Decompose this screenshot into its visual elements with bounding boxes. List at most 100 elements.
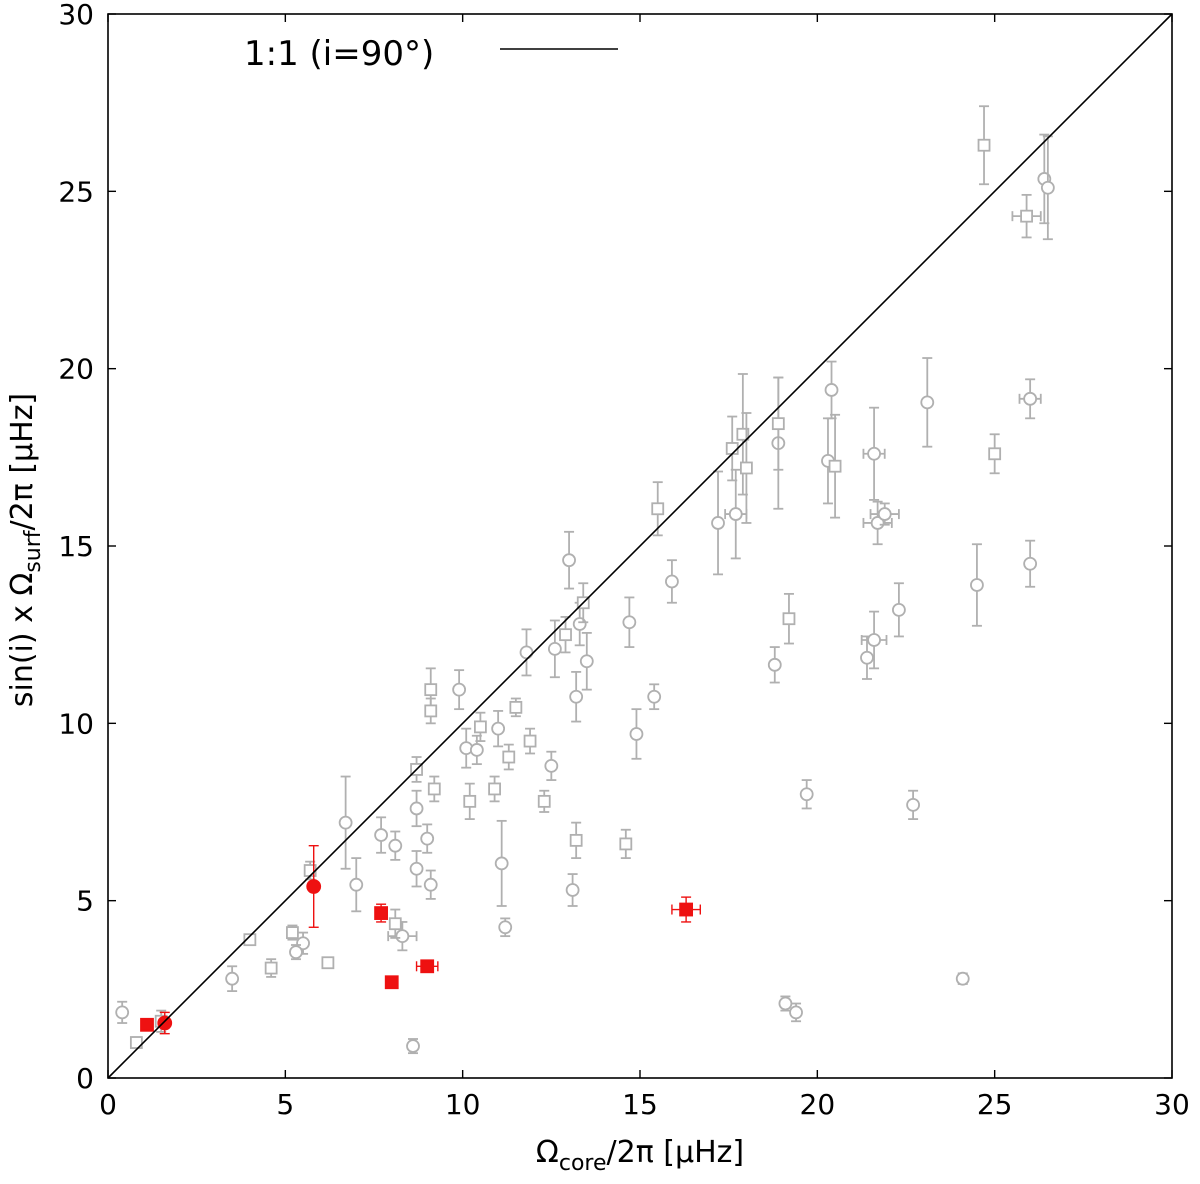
data-point-circle: [565, 883, 580, 897]
x-tick-label: 0: [99, 1088, 117, 1121]
data-point-circle: [452, 682, 467, 697]
data-point-square: [384, 975, 399, 990]
data-point-circle: [519, 645, 534, 660]
data-point-circle: [395, 929, 410, 944]
data-point-circle: [544, 758, 559, 773]
data-point-square: [286, 926, 299, 939]
y-axis-label-main: sin(i) x Ω: [5, 573, 40, 707]
y-axis-label-rest: /2π [μHz]: [5, 393, 40, 531]
data-point-circle: [867, 633, 881, 647]
y-tick-label: 30: [58, 0, 94, 31]
data-point-square: [427, 782, 441, 796]
data-point-circle: [498, 920, 513, 935]
x-tick-label: 25: [977, 1088, 1013, 1121]
data-point-square: [988, 447, 1002, 461]
data-point-circle: [892, 602, 906, 617]
y-tick-label: 0: [76, 1062, 94, 1095]
data-point-circle: [728, 507, 743, 521]
data-point-square: [523, 734, 537, 748]
data-point-square: [559, 628, 572, 642]
data-point-square: [1020, 209, 1033, 223]
data-point-circle: [860, 650, 874, 665]
data-point-circle: [374, 828, 388, 842]
data-point-square: [740, 461, 753, 475]
data-point-circle: [767, 657, 782, 672]
data-point-square: [725, 442, 739, 455]
legend-label: 1:1 (i=90°): [244, 34, 434, 74]
data-point-circle: [711, 516, 725, 530]
data-point-circle: [349, 877, 364, 892]
data-point-circle: [629, 727, 644, 741]
series-gray-open-squares: [129, 105, 1042, 1049]
data-point-circle: [388, 838, 403, 853]
data-point-circle: [955, 971, 970, 986]
data-point-square: [424, 704, 438, 718]
data-point-square: [977, 138, 991, 152]
data-point-circle: [423, 877, 438, 892]
series-gray-open-circles: [115, 133, 1055, 1055]
one-to-one-line: [107, 13, 1173, 1079]
data-point-square: [828, 459, 842, 473]
y-axis-label-sub: surf: [21, 529, 46, 572]
data-point-square: [321, 956, 335, 970]
data-point-circle: [547, 641, 562, 656]
data-point-circle: [289, 945, 303, 959]
x-axis-label: Ωcore/2π [μHz]: [536, 1135, 744, 1176]
y-tick-label: 25: [58, 175, 94, 208]
y-tick-label: 20: [58, 353, 94, 386]
data-point-circle: [799, 787, 814, 802]
y-tick-label: 10: [58, 707, 94, 740]
data-point-circle: [469, 743, 484, 757]
data-point-circle: [409, 861, 424, 876]
legend: 1:1 (i=90°): [244, 34, 618, 74]
data-point-square: [537, 794, 551, 808]
data-point-circle: [569, 689, 584, 704]
x-axis-label-sub: core: [559, 1151, 607, 1176]
x-tick-label: 30: [1154, 1088, 1190, 1121]
data-point-circle: [1023, 391, 1038, 406]
series-red-filled-squares: [140, 896, 701, 1032]
data-point-circle: [870, 516, 885, 530]
data-point-circle: [409, 801, 424, 816]
x-tick-label: 20: [800, 1088, 836, 1121]
data-point-circle: [1040, 180, 1055, 195]
data-point-circle: [867, 446, 881, 461]
data-point-square: [488, 782, 501, 796]
x-tick-label: 15: [622, 1088, 658, 1121]
data-point-square: [129, 1036, 143, 1049]
data-point-square: [782, 612, 796, 626]
data-marks: [115, 105, 1055, 1055]
y-tick-label: 15: [58, 530, 94, 563]
data-point-square: [264, 961, 278, 975]
x-tick-label: 5: [276, 1088, 294, 1121]
data-point-square: [502, 750, 516, 764]
data-point-circle: [665, 574, 679, 589]
data-point-circle: [622, 615, 637, 630]
data-point-circle: [406, 1039, 420, 1053]
data-point-square: [420, 959, 435, 974]
data-point-square: [388, 917, 402, 931]
data-point-circle: [647, 689, 662, 704]
x-axis-label-main: Ω: [536, 1135, 559, 1170]
data-point-square: [473, 720, 487, 734]
x-axis-label-rest: /2π [μHz]: [607, 1135, 745, 1170]
data-point-circle: [420, 831, 435, 846]
data-point-square: [509, 700, 523, 714]
data-point-circle: [789, 1005, 803, 1020]
data-point-square: [140, 1017, 154, 1032]
y-axis-label: sin(i) x Ωsurf/2π [μHz]: [5, 393, 46, 707]
data-point-square: [424, 683, 438, 697]
data-point-circle: [494, 856, 509, 871]
data-point-square: [771, 417, 785, 431]
data-point-square: [679, 902, 694, 917]
data-point-circle: [491, 721, 506, 736]
data-point-circle: [115, 1005, 130, 1020]
data-point-circle: [157, 1015, 173, 1031]
data-point-square: [374, 906, 388, 920]
series-red-filled-circles: [157, 844, 322, 1035]
data-point-square: [569, 833, 583, 847]
x-tick-label: 10: [445, 1088, 481, 1121]
data-point-circle: [296, 936, 310, 951]
data-point-square: [463, 794, 477, 808]
